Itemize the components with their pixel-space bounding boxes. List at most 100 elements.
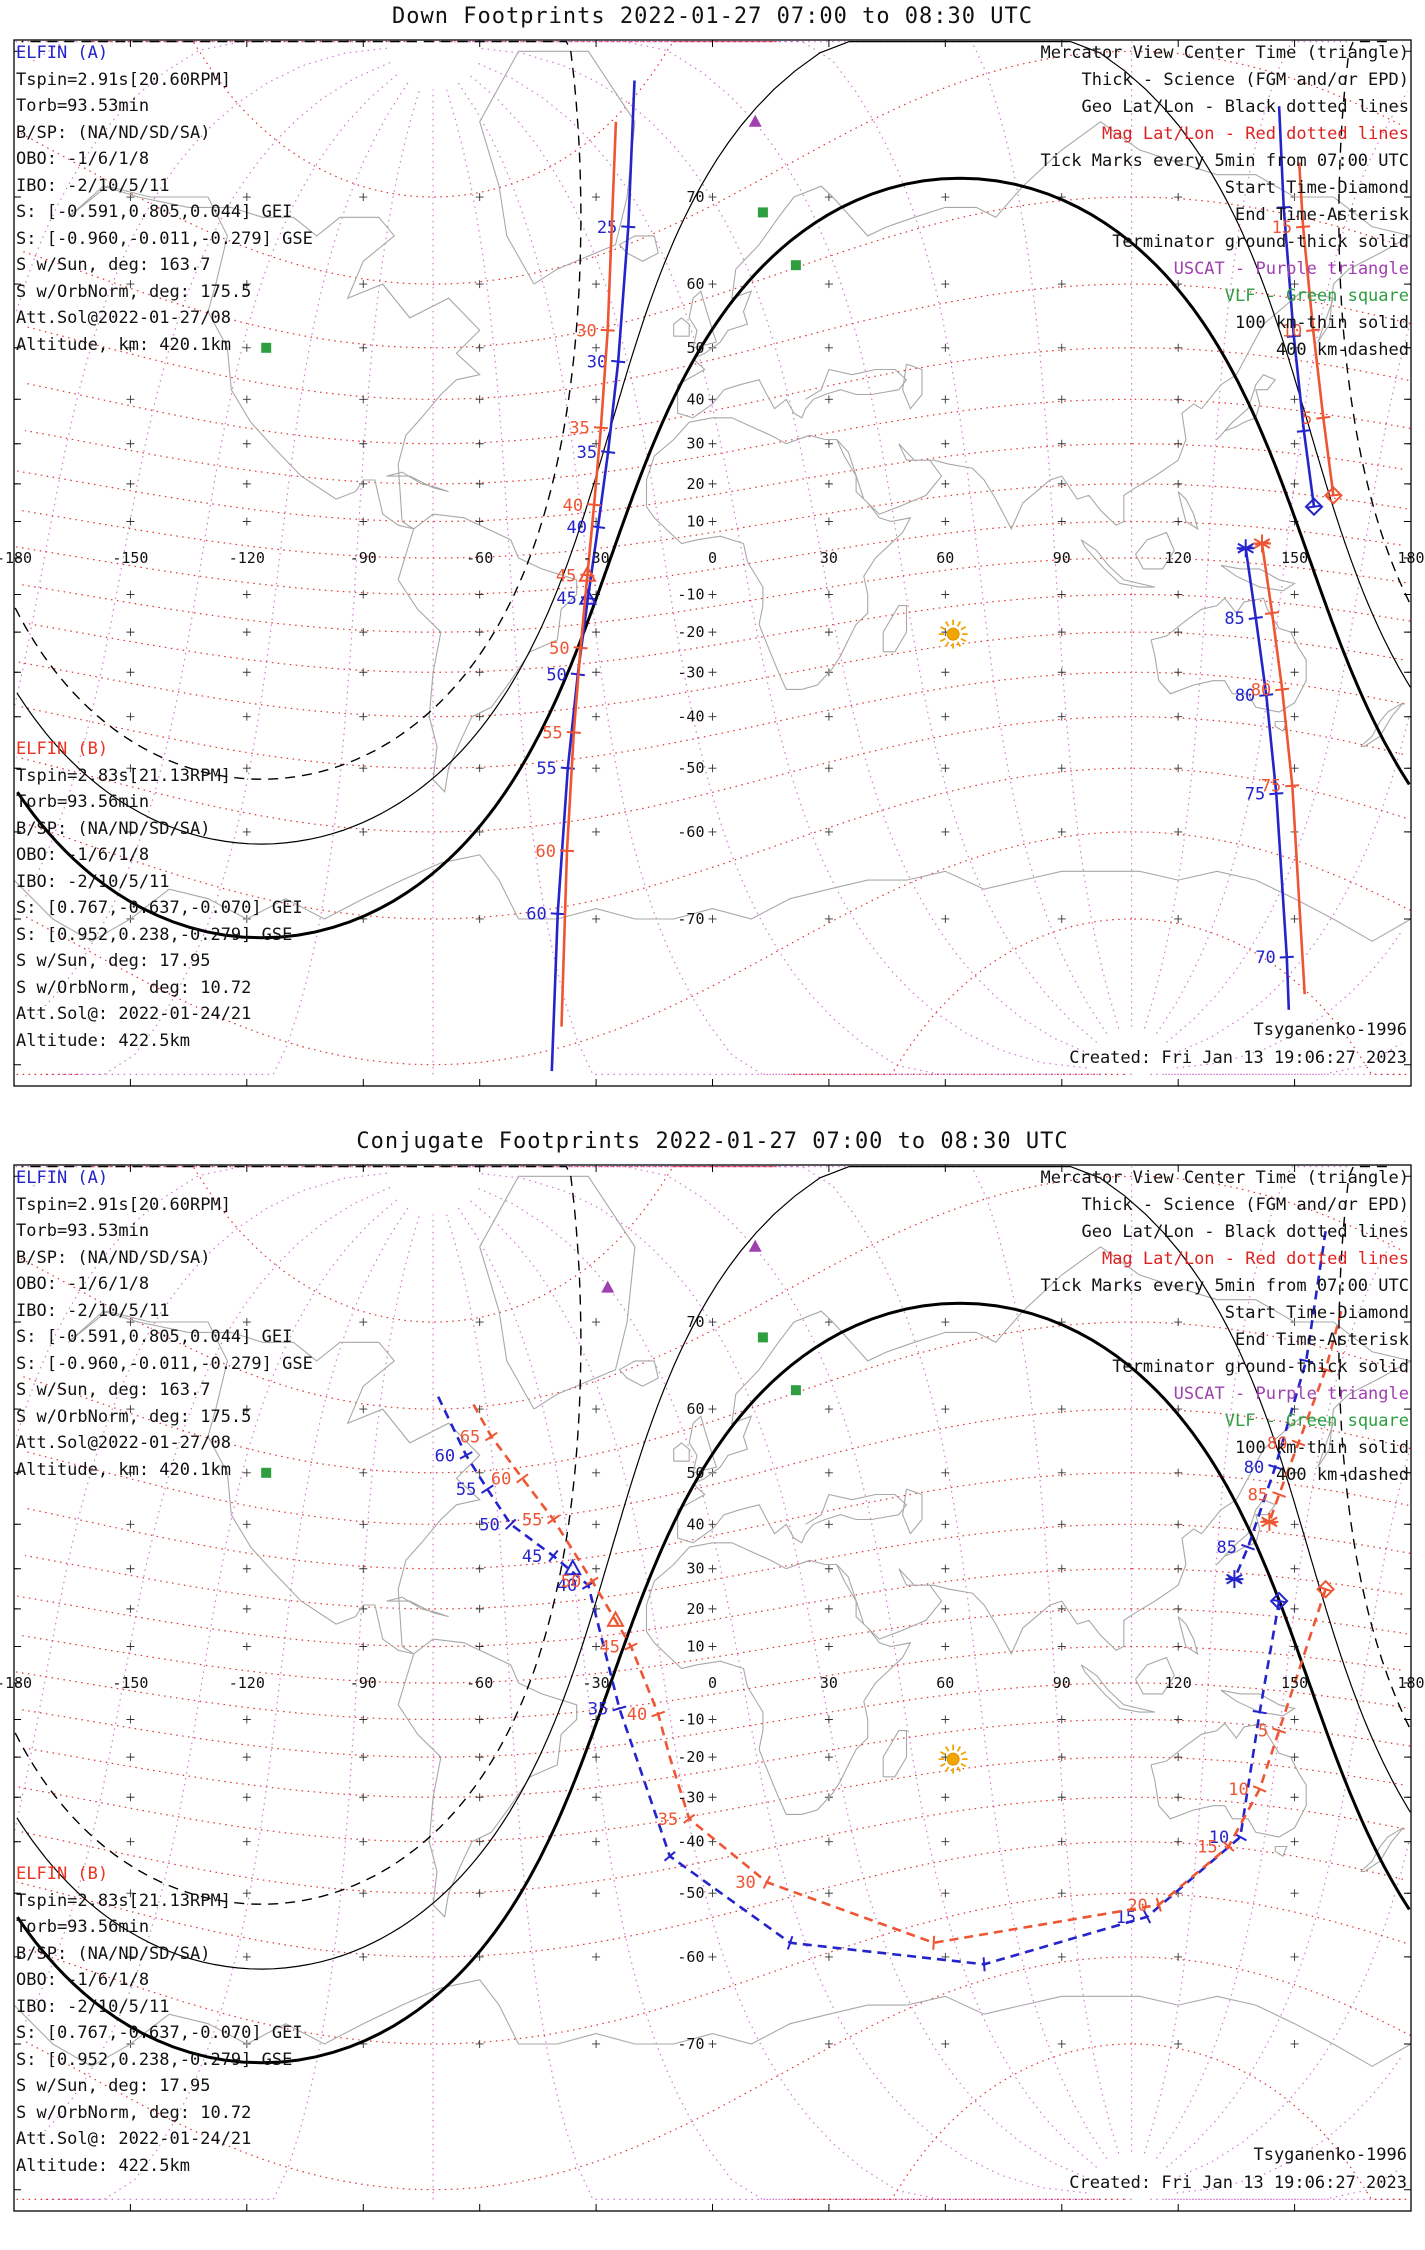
time-tick-label: 60	[491, 1469, 511, 1489]
text-line: IBO: -2/10/5/11	[16, 871, 170, 892]
text-line: Att.Sol@2022-01-27/08	[16, 308, 231, 328]
text-line: OBO: -1/6/1/8	[16, 1970, 150, 1990]
longitude-label: -120	[229, 549, 265, 567]
text-line: S w/OrbNorm, deg: 10.72	[16, 977, 252, 998]
legend-block: Mercator View Center Time (triangle) Thic…	[1041, 40, 1409, 364]
time-tick	[611, 359, 626, 364]
uscat-triangle-icon	[601, 1280, 615, 1293]
time-tick	[683, 1813, 696, 1824]
end-time-asterisk-icon	[1252, 534, 1271, 553]
track-elfin-b-conj	[470, 1401, 1327, 1945]
time-tick-label: 50	[549, 639, 569, 659]
elfin-b-info-block: ELFIN (B) Tspin=2.83s[21.13RPM] Torb=93.56…	[16, 736, 303, 1054]
text-line: S: [-0.960,-0.011,-0.279] GSE	[16, 228, 313, 249]
center-time-triangle-icon	[578, 565, 597, 582]
created-timestamp: Created: Fri Jan 13 19:06:27 2023	[1069, 1048, 1407, 1068]
text-line: Altitude: 422.5km	[16, 1030, 190, 1051]
text-line: 400 km-dashed	[1275, 340, 1409, 360]
time-tick	[573, 646, 588, 650]
mag-latitude-grid	[14, 1166, 1411, 2200]
latitude-label: 50	[686, 1464, 704, 1482]
latitude-label: -60	[677, 1948, 704, 1966]
text-line: Altitude: 422.5km	[16, 2155, 190, 2176]
time-tick	[1248, 616, 1263, 620]
longitude-label: -60	[466, 1674, 493, 1692]
latitude-label: -40	[677, 708, 704, 726]
down-footprints-map-canvas: 2530354045505560707580853035404550556075…	[0, 39, 1425, 1087]
track-elfin-a	[550, 80, 636, 1072]
time-tick-label: 25	[597, 218, 617, 238]
conjugate-footprints-map-canvas: 1015354045505560808551015203035404550556…	[0, 1125, 1425, 2250]
time-tick	[480, 1484, 494, 1494]
latitude-label: 40	[686, 390, 704, 408]
sun-icon	[938, 1744, 968, 1774]
text-line: S: [0.767,-0.637,-0.070] GEI	[16, 2023, 303, 2043]
time-tick-label: 15	[1116, 1908, 1136, 1928]
vlf-station-square-icon	[790, 1385, 801, 1396]
time-tick	[1296, 225, 1311, 229]
time-tick	[459, 1451, 473, 1460]
time-tick-label: 35	[569, 419, 589, 439]
longitude-label: -120	[229, 1674, 265, 1692]
time-tick-label: 50	[479, 1515, 499, 1535]
time-tick-label: 40	[557, 1576, 577, 1596]
latitude-label: -70	[677, 2035, 704, 2053]
text-line: Thick - Science (FGM and/or EPD)	[1081, 1195, 1409, 1215]
coastlines	[14, 1175, 1411, 2067]
time-tick	[1272, 1727, 1287, 1734]
longitude-label: 120	[1165, 549, 1192, 567]
text-line: Geo Lat/Lon - Black dotted lines	[1081, 97, 1409, 117]
latitude-label: -60	[677, 823, 704, 841]
text-line: B/SP: (NA/ND/SD/SA)	[16, 1943, 211, 1964]
text-line: VLF - Green square	[1224, 286, 1409, 306]
time-tick-label: 10	[1228, 1780, 1248, 1800]
text-line: S: [-0.591,0.805,0.044] GEI	[16, 202, 293, 222]
text-line: ELFIN (B)	[16, 1864, 109, 1884]
time-tick	[600, 328, 615, 332]
time-tick-label: 45	[600, 1638, 620, 1658]
text-line: Mercator View Center Time (triangle)	[1040, 43, 1409, 63]
latitude-label: -30	[677, 663, 704, 681]
time-tick	[621, 225, 636, 229]
mag-longitude-grid	[14, 41, 1411, 1075]
latitude-label: 10	[686, 513, 704, 531]
model-credit: Tsyganenko-1996	[1253, 2145, 1407, 2165]
text-line: ELFIN (A)	[16, 43, 109, 63]
time-tick	[516, 1473, 529, 1484]
time-tick-label: 40	[627, 1705, 647, 1725]
start-time-diamond-icon	[1269, 1591, 1289, 1611]
latitude-label: 60	[686, 275, 704, 293]
text-line: OBO: -1/6/1/8	[16, 149, 150, 169]
time-tick-label: 80	[1267, 1434, 1287, 1454]
terminator-ground-line	[16, 176, 1411, 940]
time-tick	[1222, 1841, 1235, 1852]
text-line: S w/Sun, deg: 17.95	[16, 2076, 211, 2096]
time-tick	[624, 1642, 638, 1651]
text-line: B/SP: (NA/ND/SD/SA)	[16, 1247, 211, 1268]
text-line: Tspin=2.83s[21.13RPM]	[16, 765, 231, 786]
time-tick	[559, 849, 575, 853]
mag-latitude-grid	[14, 41, 1411, 1075]
text-line: S: [-0.591,0.805,0.044] GEI	[16, 1327, 293, 1347]
panel-conjugate-footprints: 10 15 35 40 45 50 55 60 80 85 5 10 15 20 30 35 40 45 50 55 6…	[0, 1125, 1425, 2250]
text-line: S: [-0.960,-0.011,-0.279] GSE	[16, 1353, 313, 1374]
longitude-label: -90	[350, 549, 377, 567]
time-tick	[1286, 334, 1301, 338]
longitude-label: 150	[1281, 549, 1308, 567]
page-title-down: Down Footprints 2022-01-27 07:00 to 08:3…	[391, 4, 1034, 29]
time-tick-label: 45	[556, 589, 576, 609]
end-time-asterisk-icon	[1260, 1512, 1279, 1531]
text-line: Geo Lat/Lon - Black dotted lines	[1081, 1222, 1409, 1242]
text-line: IBO: -2/10/5/11	[16, 1300, 170, 1321]
time-tick-label: 60	[526, 905, 546, 925]
text-line: Tspin=2.91s[20.60RPM]	[16, 1194, 231, 1215]
created-timestamp: Created: Fri Jan 13 19:06:27 2023	[1069, 2173, 1407, 2193]
text-line: 400 km-dashed	[1275, 1465, 1409, 1485]
time-tick	[547, 1514, 560, 1525]
time-tick	[1269, 792, 1284, 796]
longitude-label: 90	[1053, 1674, 1071, 1692]
page-title-conjugate: Conjugate Footprints 2022-01-27 07:00 to…	[356, 1129, 1069, 1154]
longitude-label: 0	[708, 1674, 717, 1692]
time-tick-label: 20	[1127, 1896, 1147, 1916]
text-line: End Time-Asterisk	[1235, 1330, 1409, 1350]
